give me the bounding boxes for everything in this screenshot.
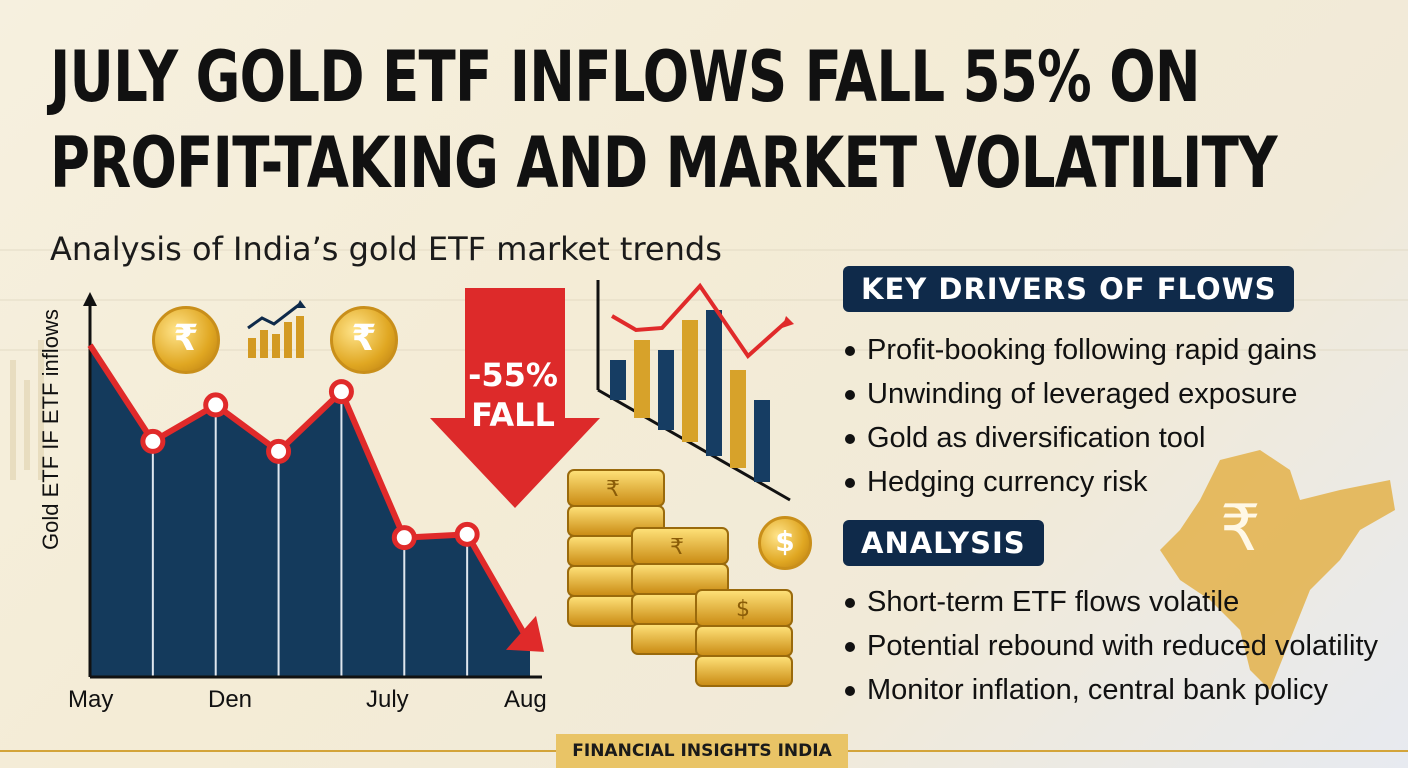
y-axis-arrow xyxy=(83,292,97,306)
list-item-text: Unwinding of leveraged exposure xyxy=(867,378,1298,410)
subtitle: Analysis of India’s gold ETF market tren… xyxy=(50,230,722,268)
headline: JULY GOLD ETF INFLOWS FALL 55% ON PROFIT… xyxy=(50,34,1278,206)
svg-text:₹: ₹ xyxy=(606,477,620,502)
list-item: Profit-booking following rapid gains xyxy=(845,328,1317,372)
data-point xyxy=(140,428,166,454)
decorative-bar-chart-icon xyxy=(596,280,794,502)
analysis-list: Short-term ETF flows volatile Potential … xyxy=(845,580,1378,712)
series-arrowhead xyxy=(506,615,544,652)
india-map-icon: ₹ xyxy=(1160,450,1395,690)
data-point xyxy=(203,392,229,418)
svg-text:$: $ xyxy=(736,597,750,622)
headline-line1: JULY GOLD ETF INFLOWS FALL 55% ON xyxy=(50,36,1201,118)
rupee-coin-icon: ₹ xyxy=(330,306,398,374)
fall-badge: -55% FALL xyxy=(418,355,608,435)
list-item: Monitor inflation, central bank policy xyxy=(845,668,1378,712)
bullet-icon xyxy=(845,686,855,697)
chart-y-axis-label: Gold ETF IF ETF inflows xyxy=(38,309,63,550)
list-item-text: Hedging currency risk xyxy=(867,466,1148,498)
x-tick-label: Den xyxy=(208,686,253,713)
bar-chart-up-icon xyxy=(247,300,306,358)
bullet-icon xyxy=(845,390,855,401)
list-item-text: Profit-booking following rapid gains xyxy=(867,334,1317,366)
bullet-icon xyxy=(845,434,855,445)
list-item: Unwinding of leveraged exposure xyxy=(845,372,1317,416)
list-item-text: Monitor inflation, central bank policy xyxy=(867,674,1329,706)
svg-text:₹: ₹ xyxy=(1220,492,1261,566)
list-item: Gold as diversification tool xyxy=(845,416,1317,460)
x-tick-label: Aug xyxy=(504,686,547,713)
gold-etf-inflows-chart xyxy=(83,292,544,679)
list-item: Short-term ETF flows volatile xyxy=(845,580,1378,624)
fall-percent: -55% xyxy=(468,356,558,394)
footer-brand: FINANCIAL INSIGHTS INDIA xyxy=(556,734,848,768)
bullet-icon xyxy=(845,642,855,653)
bullet-icon xyxy=(845,346,855,357)
headline-line2: PROFIT-TAKING AND MARKET VOLATILITY xyxy=(50,122,1278,204)
bullet-icon xyxy=(845,598,855,609)
bullet-icon xyxy=(845,478,855,489)
key-drivers-heading: KEY DRIVERS OF FLOWS xyxy=(843,266,1295,312)
x-tick-label: May xyxy=(68,686,114,713)
rupee-coin-icon: ₹ xyxy=(152,306,220,374)
fall-label: FALL xyxy=(471,396,555,434)
svg-text:₹: ₹ xyxy=(670,535,684,560)
data-point xyxy=(266,438,292,464)
list-item: Hedging currency risk xyxy=(845,460,1317,504)
key-drivers-list: Profit-booking following rapid gains Unw… xyxy=(845,328,1317,504)
list-item-text: Potential rebound with reduced volatilit… xyxy=(867,630,1379,662)
down-arrow-icon xyxy=(430,288,600,508)
list-item-text: Gold as diversification tool xyxy=(867,422,1206,454)
analysis-heading: ANALYSIS xyxy=(843,520,1044,566)
data-point xyxy=(391,525,417,551)
dollar-coin-icon: $ xyxy=(758,516,812,570)
data-point xyxy=(328,379,354,405)
gold-bars-icon: ₹ ₹ $ xyxy=(567,469,793,687)
list-item: Potential rebound with reduced volatilit… xyxy=(845,624,1378,668)
data-point xyxy=(454,521,480,547)
list-item-text: Short-term ETF flows volatile xyxy=(867,586,1240,618)
x-tick-label: July xyxy=(366,686,409,713)
chart-area xyxy=(90,345,530,677)
